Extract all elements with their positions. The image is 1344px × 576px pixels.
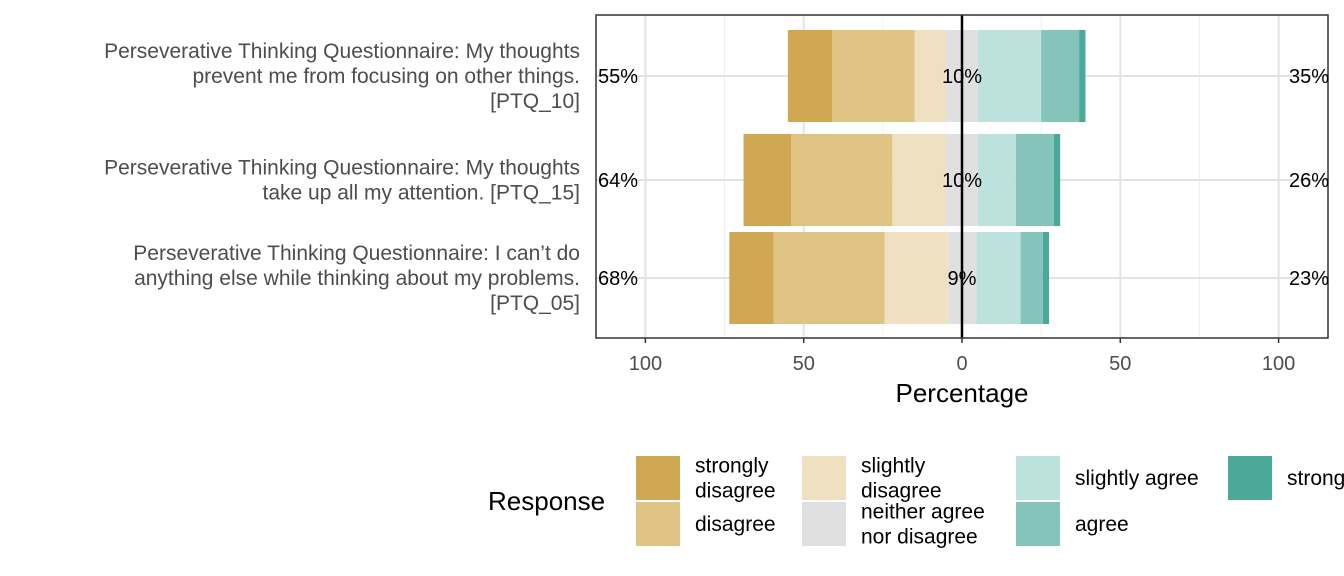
item-label-line: [PTQ_10]	[490, 90, 580, 113]
legend-title: Response	[488, 486, 605, 516]
legend-label: disagree	[861, 480, 942, 503]
bars	[729, 30, 1086, 324]
item-label-line: Perseverative Thinking Questionnaire: I …	[133, 242, 580, 265]
bar-segment-agree	[1015, 134, 1054, 226]
legend-label: strongly	[695, 455, 769, 478]
item-label-line: take up all my attention. [PTQ_15]	[262, 182, 580, 205]
legend-label: slightly agree	[1075, 467, 1199, 490]
left-percent-label: 55%	[598, 66, 638, 88]
bar-segment-disagree	[773, 232, 885, 324]
legend-key	[636, 456, 680, 500]
legend-key	[1016, 502, 1060, 546]
legend-label: neither agree	[861, 501, 985, 524]
bar-segment-slightly-disagree	[914, 30, 947, 122]
legend-label: disagree	[695, 513, 776, 536]
right-percent-label: 35%	[1289, 66, 1329, 88]
legend-label: disagree	[695, 480, 776, 503]
bar-segment-slightly-disagree	[892, 134, 947, 226]
bar-segment-strongly-disagree	[743, 134, 792, 226]
item-label-line: prevent me from focusing on other things…	[192, 65, 580, 88]
bar-segment-slightly-disagree	[884, 232, 948, 324]
bar-segment-strongly-agree	[1053, 134, 1061, 226]
right-percent-label: 26%	[1289, 170, 1329, 192]
bar-segment-disagree	[791, 134, 893, 226]
bar-segment-strongly-disagree	[729, 232, 774, 324]
bar-segment-slightly-agree	[977, 30, 1042, 122]
legend-key	[1016, 456, 1060, 500]
bar-segment-strongly-agree	[1079, 30, 1086, 122]
legend-label: nor disagree	[861, 526, 978, 549]
legend-label: agree	[1075, 513, 1129, 536]
percent-labels: 55% 10% 35% 64% 10% 26% 68% 9% 23%	[598, 66, 1329, 290]
left-percent-label: 64%	[598, 170, 638, 192]
bar-segment-slightly-agree	[976, 232, 1021, 324]
bar-segment-strongly-disagree	[787, 30, 833, 122]
item-label-line: Perseverative Thinking Questionnaire: My…	[104, 40, 580, 63]
legend-key	[802, 456, 846, 500]
bar-segment-agree	[1020, 232, 1043, 324]
legend-label: strongly agree	[1287, 467, 1344, 490]
item-label-line: [PTQ_05]	[490, 292, 580, 315]
x-axis-title: Percentage	[896, 378, 1029, 408]
item-labels: Perseverative Thinking Questionnaire: My…	[104, 40, 580, 315]
neutral-percent-label: 9%	[948, 268, 977, 290]
x-tick-label: 50	[793, 353, 815, 375]
bar-segment-slightly-agree	[977, 134, 1016, 226]
x-tick-label: 50	[1109, 353, 1131, 375]
x-axis-ticks: 100 50 0 50 100	[629, 338, 1295, 375]
x-tick-label: 100	[629, 353, 662, 375]
bar-segment-agree	[1041, 30, 1080, 122]
legend-key	[1228, 456, 1272, 500]
neutral-percent-label: 10%	[942, 66, 982, 88]
bar-segment-disagree	[832, 30, 915, 122]
legend: Response stronglydisagreedisagreeslightl…	[488, 455, 1344, 549]
neutral-percent-label: 10%	[942, 170, 982, 192]
x-tick-label: 100	[1262, 353, 1295, 375]
bar-segment-strongly-agree	[1042, 232, 1050, 324]
item-label-line: Perseverative Thinking Questionnaire: My…	[104, 157, 580, 180]
right-percent-label: 23%	[1289, 268, 1329, 290]
legend-key	[636, 502, 680, 546]
legend-key	[802, 502, 846, 546]
left-percent-label: 68%	[598, 268, 638, 290]
x-tick-label: 0	[956, 353, 967, 375]
item-label-line: anything else while thinking about my pr…	[134, 267, 580, 290]
legend-label: slightly	[861, 455, 926, 478]
